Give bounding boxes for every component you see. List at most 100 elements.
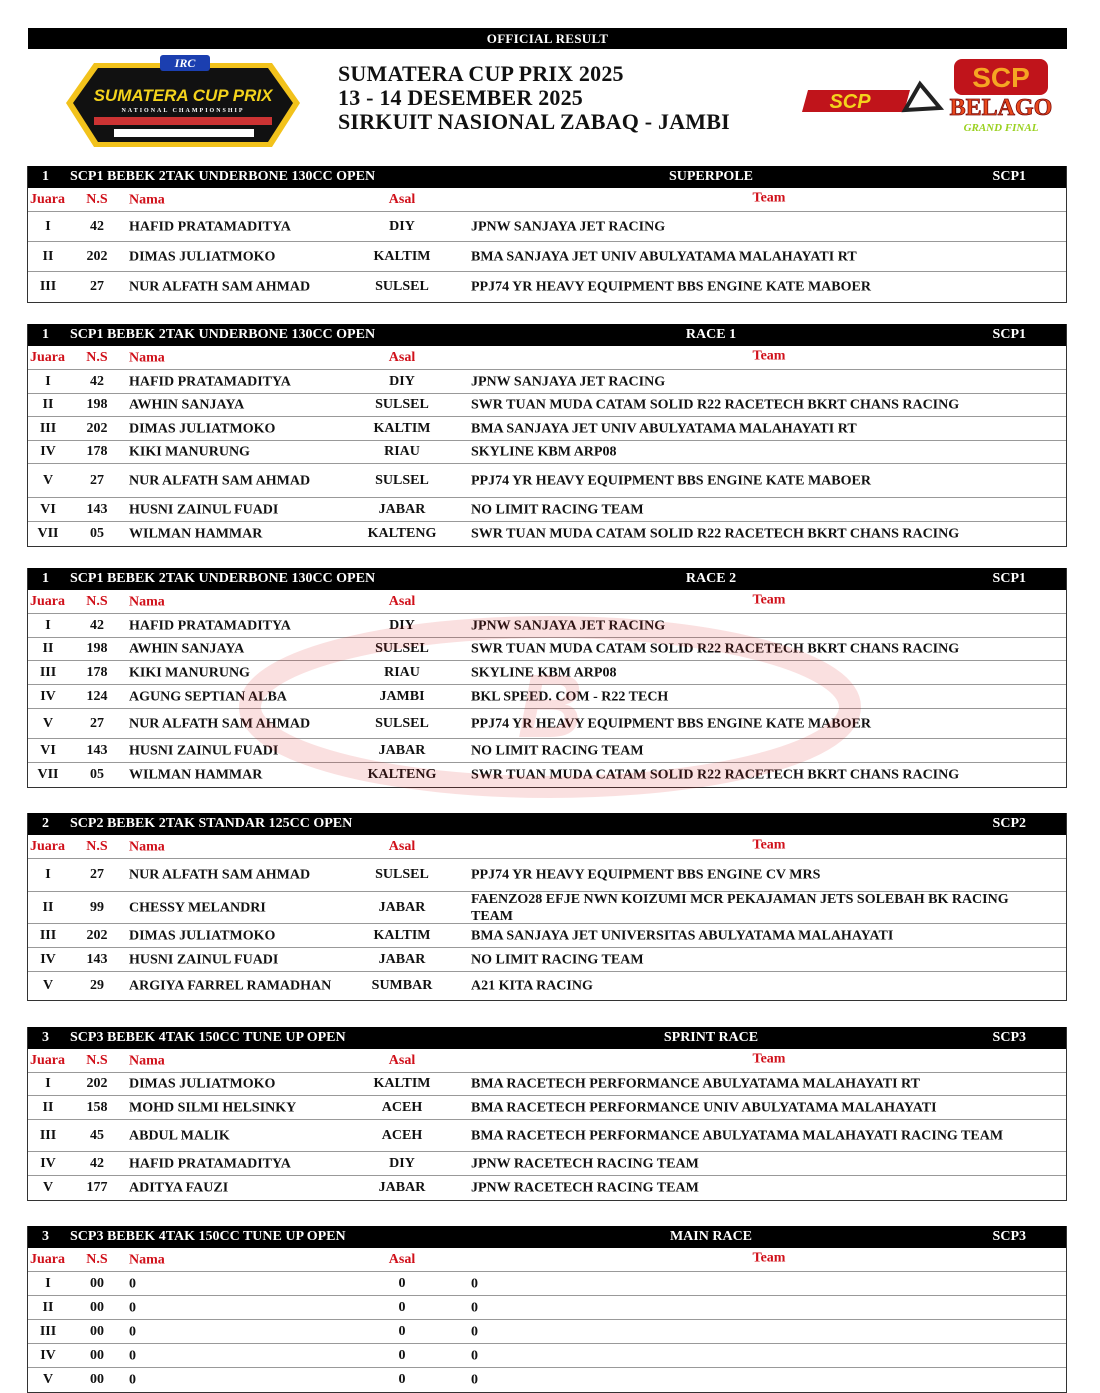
stage-name: MAIN RACE [669,1229,753,1244]
cell-juara: V [42,1180,54,1195]
table-row: III 202 DIMAS JULIATMOKO KALTIM BMA SANJAYA … [28,417,1066,441]
cell-team: SWR TUAN MUDA CATAM SOLID R22 RACETECH B… [471,526,960,542]
svg-text:GRAND FINAL: GRAND FINAL [964,122,1039,134]
official-result-bar: OFFICIAL RESULT [28,28,1067,49]
table-row: VI 143 HUSNI ZAINUL FUADI JABAR NO LIMIT RAC… [28,739,1066,763]
cell-juara: III [39,927,57,943]
cell-team: SKYLINE KBM ARP08 [471,665,617,680]
cell-ns: 177 [86,1180,108,1195]
cell-ns: 42 [90,617,104,633]
cell-ns: 42 [90,1155,104,1171]
svg-text:BELAGO: BELAGO [950,95,1053,121]
column-header-juara: Juara [30,191,65,207]
table-row: III 45 ABDUL MALIK ACEH BMA RACETECH PERFORM… [28,1120,1066,1152]
section-header: 1 SCP1 BEBEK 2TAK UNDERBONE 130CC OPEN S… [28,166,1066,188]
event-venue: SIRKUIT NASIONAL ZABAQ - JAMBI [338,109,730,134]
cell-ns: 202 [86,1076,108,1091]
class-number: 1 [42,571,49,586]
cell-nama: 0 [129,1276,136,1291]
cell-juara: IV [40,1155,56,1171]
cell-nama: HUSNI ZAINUL FUADI [129,743,279,758]
cell-nama: AGUNG SEPTIAN ALBA [129,689,287,704]
class-number: 3 [42,1030,49,1045]
table-row: V 27 NUR ALFATH SAM AHMAD SULSEL PPJ74 YR HE… [28,709,1066,739]
column-header-asal: Asal [388,838,416,854]
table-row: I 27 NUR ALFATH SAM AHMAD SULSEL PPJ74 YR HE… [28,859,1066,892]
section-header: 1 SCP1 BEBEK 2TAK UNDERBONE 130CC OPEN R… [28,324,1066,346]
cell-juara: V [42,715,54,731]
cell-team: BMA RACETECH PERFORMANCE ABULYATAMA MALA… [471,1076,920,1092]
cell-ns: 27 [90,867,104,882]
table-row: I 42 HAFID PRATAMADITYA DIY JPNW SANJAYA JET… [28,212,1066,242]
cell-team: PPJ74 YR HEAVY EQUIPMENT BBS ENGINE KATE… [471,279,871,295]
cell-team: NO LIMIT RACING TEAM [471,952,644,967]
class-name: SCP1 BEBEK 2TAK UNDERBONE 130CC OPEN [70,327,376,342]
table-row: I 202 DIMAS JULIATMOKO KALTIM BMA RACETECH P… [28,1073,1066,1096]
cell-asal: SULSEL [375,715,429,731]
cell-juara: II [42,899,54,915]
cell-juara: IV [40,1347,56,1363]
column-header-ns: N.S [86,349,108,365]
column-headers: Juara N.S Nama Asal Team [28,590,1066,614]
cell-asal: KALTIM [373,1076,431,1091]
cell-team: JPNW SANJAYA JET RACING [471,618,666,633]
cell-team: BMA SANJAYA JET UNIVERSITAS ABULYATAMA M… [471,928,894,943]
cell-team: 0 [471,1276,478,1291]
cell-asal: JABAR [378,1180,426,1195]
class-code: SCP1 [992,169,1026,184]
svg-text:SCP: SCP [972,62,1030,93]
class-name: SCP3 BEBEK 4TAK 150CC TUNE UP OPEN [70,1229,346,1244]
cell-nama: MOHD SILMI HELSINKY [129,1100,297,1115]
cell-asal: 0 [398,1275,406,1291]
cell-asal: JABAR [378,899,426,915]
cell-team: A21 KITA RACING [471,978,593,994]
cell-juara: II [42,1099,54,1115]
cell-juara: I [45,867,51,882]
section-header: 3 SCP3 BEBEK 4TAK 150CC TUNE UP OPEN SPR… [28,1027,1066,1049]
cell-nama: WILMAN HAMMAR [129,767,263,783]
cell-asal: SULSEL [375,472,429,488]
table-row: II 198 AWHIN SANJAYA SULSEL SWR TUAN MUDA CA… [28,394,1066,417]
cell-nama: KIKI MANURUNG [129,665,250,680]
result-section: 2 SCP2 BEBEK 2TAK STANDAR 125CC OPEN SCP… [27,813,1067,1001]
result-section: 3 SCP3 BEBEK 4TAK 150CC TUNE UP OPEN SPR… [27,1027,1067,1201]
section-header: 3 SCP3 BEBEK 4TAK 150CC TUNE UP OPEN MAI… [28,1226,1066,1248]
cell-ns: 198 [86,397,108,412]
cell-asal: ACEH [381,1127,423,1143]
cell-juara: III [39,1127,57,1143]
cell-nama: DIMAS JULIATMOKO [129,249,276,264]
cell-team: SWR TUAN MUDA CATAM SOLID R22 RACETECH B… [471,641,960,657]
cell-nama: 0 [129,1300,136,1315]
column-headers: Juara N.S Nama Asal Team [28,346,1066,370]
cell-ns: 27 [90,472,104,488]
cell-ns: 27 [90,279,104,294]
cell-team: BMA SANJAYA JET UNIV ABULYATAMA MALAHAYA… [471,249,857,264]
table-row: II 99 CHESSY MELANDRI JABAR FAENZO28 EFJE NW… [28,892,1066,924]
table-row: II 202 DIMAS JULIATMOKO KALTIM BMA SANJAYA J… [28,242,1066,272]
cell-juara: I [45,1076,51,1091]
cell-nama: NUR ALFATH SAM AHMAD [129,279,311,295]
table-row: III 27 NUR ALFATH SAM AHMAD SULSEL PPJ74 YR … [28,272,1066,302]
cell-asal: RIAU [384,444,420,459]
cell-ns: 27 [90,715,104,731]
table-row: II 00 0 0 0 [28,1296,1066,1320]
cell-juara: I [45,1275,51,1291]
cell-team: BMA RACETECH PERFORMANCE UNIV ABULYATAMA… [471,1100,937,1115]
cell-asal: KALTIM [373,420,431,436]
cell-team: SKYLINE KBM ARP08 [471,444,617,460]
cell-juara: V [42,472,54,488]
column-header-juara: Juara [30,593,65,609]
table-row: V 27 NUR ALFATH SAM AHMAD SULSEL PPJ74 YR HE… [28,464,1066,498]
column-header-team: Team [752,1051,786,1067]
column-headers: Juara N.S Nama Asal Team [28,1248,1066,1272]
table-row: III 178 KIKI MANURUNG RIAU SKYLINE KBM ARP08 [28,661,1066,685]
cell-asal: SULSEL [375,279,429,294]
event-header: SUMATERA CUP PRIX 2025 13 - 14 DESEMBER … [338,62,730,134]
cell-ns: 00 [90,1323,104,1339]
cell-asal: DIY [389,1155,415,1171]
cell-juara: II [42,1299,54,1315]
cell-juara: I [45,617,51,633]
table-row: IV 178 KIKI MANURUNG RIAU SKYLINE KBM ARP08 [28,441,1066,464]
column-header-asal: Asal [388,1251,416,1267]
column-header-asal: Asal [388,349,416,365]
